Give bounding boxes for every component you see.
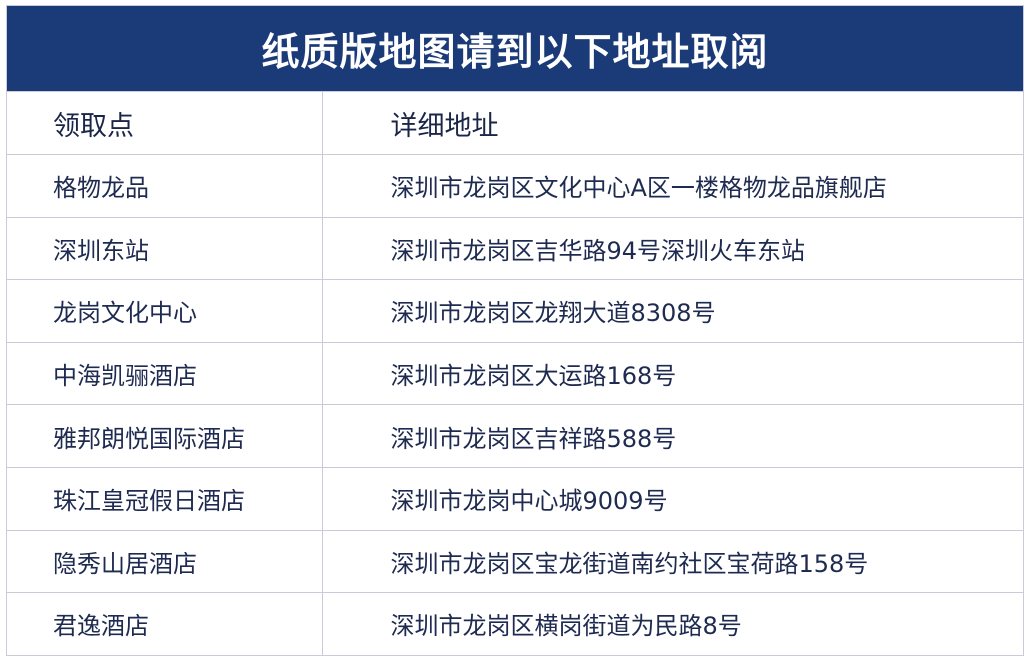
address-cell: 深圳市龙岗中心城9009号 [322, 466, 1023, 531]
table-title: 纸质版地图请到以下地址取阅 [7, 6, 1023, 91]
table-row: 龙岗文化中心 深圳市龙岗区龙翔大道8308号 [7, 279, 1023, 343]
pickup-point-cell: 君逸酒店 [7, 592, 323, 655]
table-row: 雅邦朗悦国际酒店 深圳市龙岗区吉祥路588号 [7, 404, 1023, 468]
table-row: 隐秀山居酒店 深圳市龙岗区宝龙街道南约社区宝荷路158号 [7, 529, 1023, 593]
table-row: 珠江皇冠假日酒店 深圳市龙岗中心城9009号 [7, 466, 1023, 531]
address-cell: 深圳市龙岗区吉祥路588号 [322, 404, 1023, 468]
address-cell: 深圳市龙岗区横岗街道为民路8号 [322, 592, 1023, 655]
address-cell: 深圳市龙岗区宝龙街道南约社区宝荷路158号 [322, 529, 1023, 593]
address-cell: 深圳市龙岗区吉华路94号深圳火车东站 [322, 216, 1023, 280]
pickup-table: 领取点 详细地址 格物龙品 深圳市龙岗区文化中心A区一楼格物龙品旗舰店 深圳东站 深圳… [7, 91, 1023, 655]
pickup-point-cell: 中海凯骊酒店 [7, 341, 323, 405]
table-row: 格物龙品 深圳市龙岗区文化中心A区一楼格物龙品旗舰店 [7, 154, 1023, 218]
pickup-point-cell: 隐秀山居酒店 [7, 529, 323, 593]
address-cell: 深圳市龙岗区龙翔大道8308号 [322, 279, 1023, 343]
pickup-point-cell: 珠江皇冠假日酒店 [7, 466, 323, 531]
pickup-point-cell: 雅邦朗悦国际酒店 [7, 404, 323, 468]
pickup-point-cell: 深圳东站 [7, 216, 323, 280]
table-row: 中海凯骊酒店 深圳市龙岗区大运路168号 [7, 341, 1023, 405]
pickup-point-cell: 格物龙品 [7, 154, 323, 218]
header-address: 详细地址 [322, 91, 1023, 155]
address-cell: 深圳市龙岗区大运路168号 [322, 341, 1023, 405]
pickup-point-cell: 龙岗文化中心 [7, 279, 323, 343]
header-pickup-point: 领取点 [7, 91, 323, 155]
pickup-table-card: 纸质版地图请到以下地址取阅 领取点 详细地址 格物龙品 深圳市龙岗区文化中心A区一… [6, 5, 1024, 656]
address-cell: 深圳市龙岗区文化中心A区一楼格物龙品旗舰店 [322, 154, 1023, 218]
table-row: 君逸酒店 深圳市龙岗区横岗街道为民路8号 [7, 592, 1023, 655]
table-row: 深圳东站 深圳市龙岗区吉华路94号深圳火车东站 [7, 216, 1023, 280]
table-header-row: 领取点 详细地址 [7, 91, 1023, 155]
